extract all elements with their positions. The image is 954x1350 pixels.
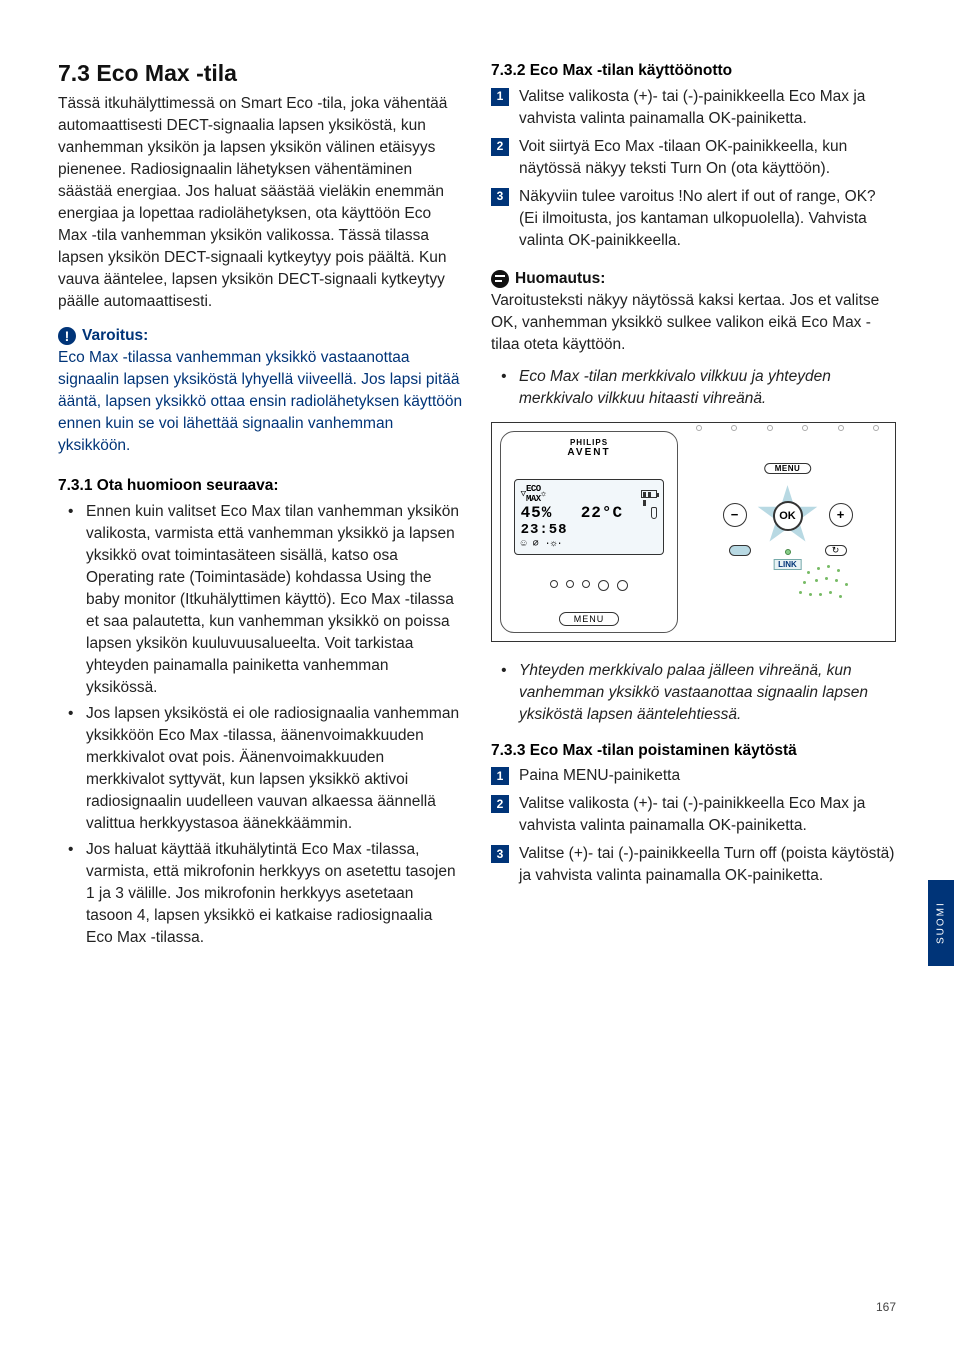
- time-reading: 23:58: [521, 522, 658, 538]
- step-text: Voit siirtyä Eco Max -tilaan OK-painikke…: [519, 138, 847, 177]
- parent-unit-front: PHILIPS AVENT ▽ ECO MAX ☼ 45% 22°C: [500, 431, 678, 633]
- link-led: [785, 549, 791, 555]
- subsection-7-3-3-heading: 7.3.3 Eco Max -tilan poistaminen käytöst…: [491, 740, 896, 762]
- intro-paragraph: Tässä itkuhälyttimessä on Smart Eco -til…: [58, 93, 463, 313]
- step-number-badge: 2: [491, 795, 509, 813]
- eco-max-icon: ECO MAX: [526, 484, 541, 504]
- step-item: 2 Voit siirtyä Eco Max -tilaan OK-painikk…: [491, 136, 896, 180]
- device-diagram: PHILIPS AVENT ▽ ECO MAX ☼ 45% 22°C: [491, 422, 896, 642]
- dot-pattern: [797, 565, 857, 605]
- ok-button: OK: [773, 501, 803, 531]
- menu-button: MENU: [559, 612, 620, 626]
- left-column: 7.3 Eco Max -tila Tässä itkuhälyttimessä…: [58, 60, 463, 1310]
- list-item: Ennen kuin valitset Eco Max tilan vanhem…: [58, 501, 463, 699]
- left-oval-button: [729, 545, 751, 556]
- list-item: Jos lapsen yksiköstä ei ole radiosignaal…: [58, 703, 463, 835]
- page-number: 167: [876, 1300, 896, 1314]
- note-text: Varoitusteksti näkyy näytössä kaksi kert…: [491, 290, 896, 356]
- section-heading: 7.3 Eco Max -tila: [58, 60, 463, 87]
- minus-button: −: [723, 503, 747, 527]
- menu-button-top: MENU: [764, 463, 812, 474]
- parent-unit-controls: MENU OK − + ↻ LINK: [688, 431, 887, 633]
- subsection-7-3-2-heading: 7.3.2 Eco Max -tilan käyttöönotto: [491, 60, 896, 82]
- device-screen: ▽ ECO MAX ☼ 45% 22°C 23:58 ☺ ⌀ ·☼·: [514, 479, 665, 555]
- considerations-list: Ennen kuin valitset Eco Max tilan vanhem…: [58, 501, 463, 949]
- warning-icon: !: [58, 327, 76, 345]
- note-icon: [491, 270, 509, 288]
- step-item: 3 Valitse (+)- tai (-)-painikkeella Turn …: [491, 843, 896, 887]
- step-item: 1 Valitse valikosta (+)- tai (-)-painikke…: [491, 86, 896, 130]
- language-side-tab: SUOMI: [928, 880, 954, 966]
- step-text: Valitse (+)- tai (-)-painikkeella Turn o…: [519, 845, 894, 884]
- brightness-icon: ☼: [541, 489, 546, 499]
- after-diagram-result-list: Yhteyden merkkivalo palaa jälleen vihreä…: [491, 660, 896, 726]
- warning-text: Eco Max -tilassa vanhemman yksikkö vasta…: [58, 347, 463, 457]
- brand-avent: AVENT: [567, 447, 610, 458]
- list-item: Eco Max -tilan merkkivalo vilkkuu ja yht…: [491, 366, 896, 410]
- list-item: Jos haluat käyttää itkuhälytintä Eco Max…: [58, 839, 463, 949]
- step-item: 3 Näkyviin tulee varoitus !No alert if ou…: [491, 186, 896, 252]
- status-icons-row: ☺ ⌀ ·☼·: [521, 538, 658, 550]
- note-label: Huomautus:: [515, 270, 605, 288]
- step-number-badge: 3: [491, 188, 509, 206]
- warning-label: Varoitus:: [82, 327, 148, 345]
- step-text: Valitse valikosta (+)- tai (-)-painikkee…: [519, 88, 865, 127]
- step-text: Valitse valikosta (+)- tai (-)-painikkee…: [519, 795, 865, 834]
- step-number-badge: 1: [491, 88, 509, 106]
- brand-philips: PHILIPS: [567, 438, 610, 447]
- disable-steps-list: 1 Paina MENU-painiketta 2 Valitse valikost…: [491, 765, 896, 887]
- warning-heading-row: ! Varoitus:: [58, 327, 463, 345]
- step-number-badge: 1: [491, 767, 509, 785]
- step-text: Paina MENU-painiketta: [519, 767, 680, 784]
- right-column: 7.3.2 Eco Max -tilan käyttöönotto 1 Valit…: [491, 60, 896, 1310]
- step-text: Näkyviin tulee varoitus !No alert if out…: [519, 188, 876, 249]
- speaker-dots: [688, 425, 887, 437]
- temperature-reading: 22°C: [581, 504, 623, 522]
- step-number-badge: 2: [491, 138, 509, 156]
- humidity-reading: 45%: [521, 504, 553, 522]
- step-number-badge: 3: [491, 845, 509, 863]
- volume-leds: [550, 580, 628, 591]
- battery-icon: [641, 490, 657, 498]
- step-item: 1 Paina MENU-painiketta: [491, 765, 896, 787]
- thermometer-icon: [651, 507, 657, 519]
- right-oval-button: ↻: [825, 545, 847, 556]
- list-item: Yhteyden merkkivalo palaa jälleen vihreä…: [491, 660, 896, 726]
- subsection-7-3-1-heading: 7.3.1 Ota huomioon seuraava:: [58, 475, 463, 497]
- enable-steps-list: 1 Valitse valikosta (+)- tai (-)-painikke…: [491, 86, 896, 252]
- control-cluster: MENU OK − + ↻ LINK: [723, 467, 853, 597]
- plus-button: +: [829, 503, 853, 527]
- note-result-list: Eco Max -tilan merkkivalo vilkkuu ja yht…: [491, 366, 896, 410]
- note-heading-row: Huomautus:: [491, 270, 896, 288]
- step-item: 2 Valitse valikosta (+)- tai (-)-painikke…: [491, 793, 896, 837]
- page: 7.3 Eco Max -tila Tässä itkuhälyttimessä…: [0, 0, 954, 1350]
